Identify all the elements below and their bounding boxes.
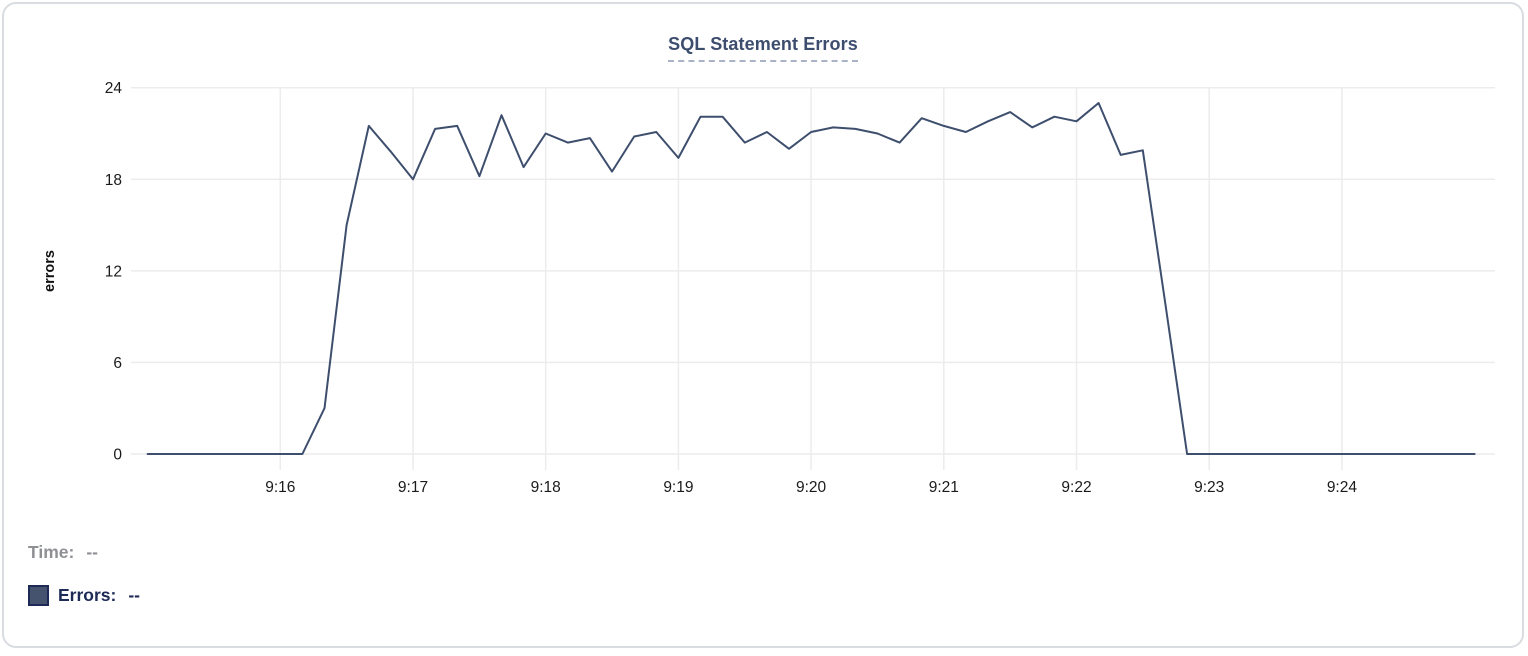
chart-legend: Time: -- Errors: --: [28, 540, 140, 607]
time-label: Time:: [28, 541, 75, 562]
x-tick-label: 9:22: [1061, 479, 1091, 496]
x-tick-label: 9:17: [398, 479, 428, 496]
y-tick-label: 6: [113, 355, 122, 372]
x-tick-label: 9:23: [1194, 479, 1224, 496]
errors-series-swatch-icon: [28, 584, 49, 606]
x-tick-label: 9:24: [1327, 479, 1358, 496]
y-tick-label: 18: [105, 172, 122, 189]
x-tick-label: 9:21: [929, 479, 959, 496]
errors-value: --: [128, 584, 141, 605]
x-tick-label: 9:18: [531, 479, 561, 496]
y-tick-label: 0: [113, 447, 122, 464]
x-tick-label: 9:16: [265, 479, 295, 496]
legend-row-time: Time: --: [28, 540, 140, 564]
errors-label: Errors:: [58, 584, 117, 605]
legend-row-errors: Errors: --: [28, 583, 140, 607]
x-tick-label: 9:19: [663, 479, 693, 496]
y-tick-label: 24: [105, 80, 123, 97]
chart-header: SQL Statement Errors: [4, 34, 1522, 62]
chart-title[interactable]: SQL Statement Errors: [668, 34, 858, 62]
y-axis-label: errors: [42, 250, 58, 292]
errors-series-line: [146, 102, 1476, 455]
x-tick-label: 9:20: [796, 479, 827, 496]
chart-plot-area[interactable]: 0 6 12 18 24 9:16 9:17 9:18 9:19 9:20 9:21 9:22 9:23…: [4, 4, 1528, 656]
y-tick-label: 12: [105, 263, 122, 280]
time-value: --: [86, 541, 99, 562]
